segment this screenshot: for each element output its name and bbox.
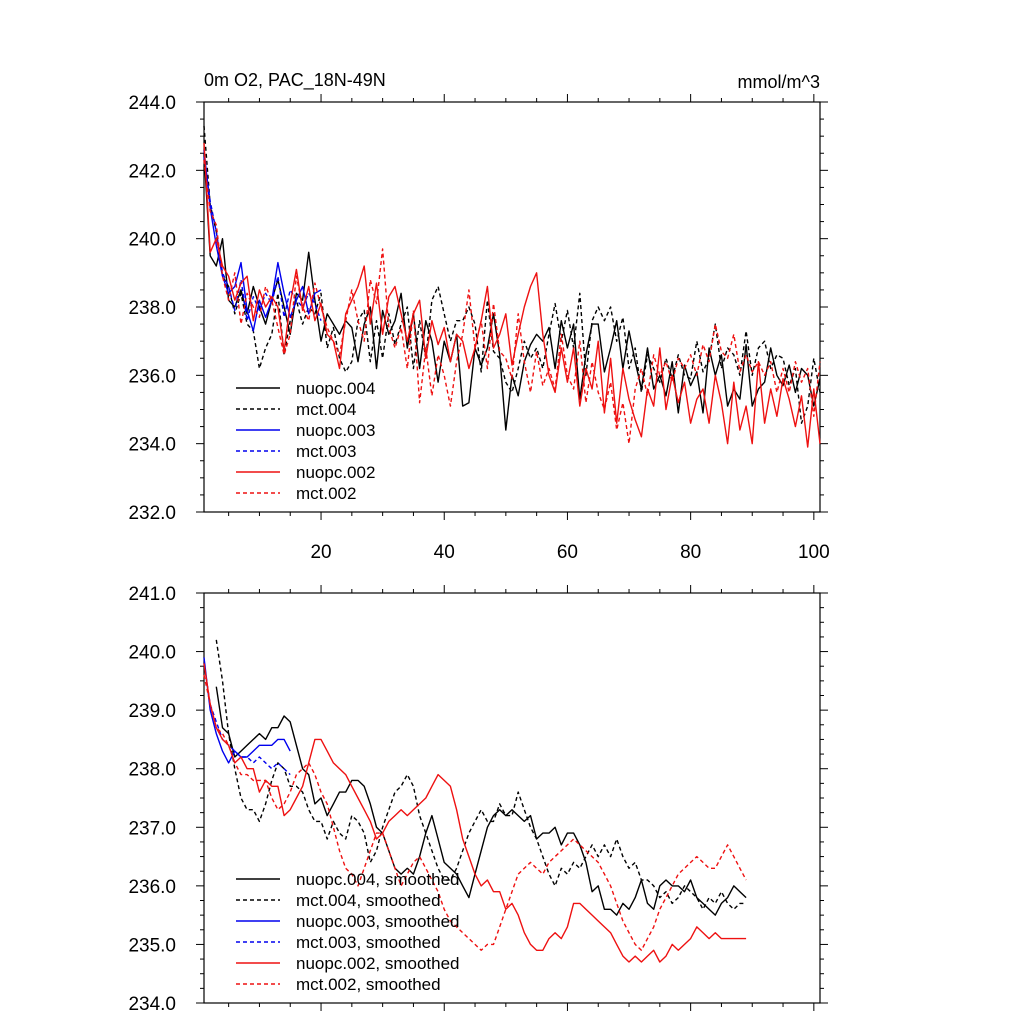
x-tick-label: 60	[557, 542, 578, 563]
y-tick-label: 234.0	[128, 994, 176, 1015]
y-tick-label: 238.0	[128, 298, 176, 319]
units-label: mmol/m^3	[738, 72, 820, 92]
y-tick-label: 234.0	[128, 435, 176, 456]
y-tick-label: 238.0	[128, 760, 176, 781]
x-tick-label: 100	[798, 542, 830, 563]
series-line-mct-003	[203, 156, 322, 322]
series-line-mct-004-smoothed	[215, 639, 747, 910]
y-tick-label: 239.0	[128, 701, 176, 722]
y-tick-label: 241.0	[128, 584, 176, 605]
y-tick-label: 240.0	[128, 643, 176, 664]
bottom-panel: 234.0 235.0 236.0 237.0 238.0 239.0 240.0 241.0…	[128, 584, 828, 1015]
legend-label: nuopc.004, smoothed	[296, 870, 460, 889]
legend-label: mct.003	[296, 442, 356, 461]
y-tick-label: 236.0	[128, 877, 176, 898]
legend-label: nuopc.003, smoothed	[296, 912, 460, 931]
y-tick-label: 240.0	[128, 230, 176, 251]
legend-label: mct.003, smoothed	[296, 933, 441, 952]
series-line-mct-003-smoothed	[203, 663, 291, 776]
y-tick-label: 236.0	[128, 366, 176, 387]
legend-label: nuopc.002, smoothed	[296, 954, 460, 973]
legend-label: mct.004	[296, 400, 356, 419]
y-tick-label: 232.0	[128, 503, 176, 524]
x-tick-label: 40	[434, 542, 455, 563]
series-line-mct-002-smoothed	[203, 674, 747, 951]
series-line-nuopc-003-smoothed	[203, 657, 291, 764]
series-line-nuopc-004-smoothed	[215, 686, 747, 916]
legend-label: mct.004, smoothed	[296, 891, 441, 910]
series-line-nuopc-002-smoothed	[203, 663, 747, 963]
legend-label: nuopc.003	[296, 421, 375, 440]
y-tick-label: 244.0	[128, 93, 176, 114]
series-line-mct-002	[203, 160, 821, 445]
legend-label: nuopc.002	[296, 463, 375, 482]
top-panel: 232.0 234.0 236.0 238.0 240.0 242.0 244.0 20 40 6…	[128, 70, 829, 563]
legend-label: mct.002, smoothed	[296, 975, 441, 994]
chart-title: 0m O2, PAC_18N-49N	[204, 70, 386, 91]
x-tick-label: 20	[310, 542, 331, 563]
y-tick-label: 235.0	[128, 935, 176, 956]
legend-label: nuopc.004	[296, 379, 375, 398]
y-tick-label: 242.0	[128, 161, 176, 182]
series-line-nuopc-002	[203, 142, 821, 448]
y-tick-label: 237.0	[128, 818, 176, 839]
legend-label: mct.002	[296, 484, 356, 503]
x-tick-label: 80	[680, 542, 701, 563]
